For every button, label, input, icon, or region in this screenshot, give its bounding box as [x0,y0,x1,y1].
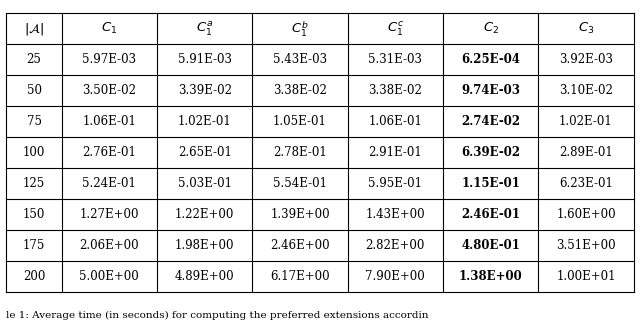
Text: 2.74E-02: 2.74E-02 [461,115,520,128]
Text: 2.46E+00: 2.46E+00 [270,239,330,252]
Text: le 1: Average time (in seconds) for computing the preferred extensions accordin: le 1: Average time (in seconds) for comp… [6,311,429,321]
Text: 3.10E-02: 3.10E-02 [559,84,613,97]
Text: 5.03E-01: 5.03E-01 [178,177,232,191]
Text: 1.02E-01: 1.02E-01 [559,115,613,128]
Text: 6.39E-02: 6.39E-02 [461,146,520,159]
Text: 5.43E-03: 5.43E-03 [273,53,327,67]
Text: $C_3$: $C_3$ [578,22,594,37]
Text: 1.39E+00: 1.39E+00 [270,208,330,221]
Text: 2.89E-01: 2.89E-01 [559,146,613,159]
Text: 2.82E+00: 2.82E+00 [365,239,425,252]
Text: 1.06E-01: 1.06E-01 [83,115,136,128]
Text: $C_1^c$: $C_1^c$ [387,20,404,38]
Text: 6.17E+00: 6.17E+00 [270,270,330,283]
Text: 2.06E+00: 2.06E+00 [79,239,139,252]
Text: 6.25E-04: 6.25E-04 [461,53,520,67]
Text: 5.91E-03: 5.91E-03 [178,53,232,67]
Text: 2.76E-01: 2.76E-01 [83,146,136,159]
Text: 75: 75 [26,115,42,128]
Text: 3.39E-02: 3.39E-02 [178,84,232,97]
Text: 50: 50 [26,84,42,97]
Text: 7.90E+00: 7.90E+00 [365,270,425,283]
Text: 1.00E+01: 1.00E+01 [556,270,616,283]
Text: 2.78E-01: 2.78E-01 [273,146,327,159]
Text: 1.05E-01: 1.05E-01 [273,115,327,128]
Text: 1.43E+00: 1.43E+00 [365,208,425,221]
Text: 5.24E-01: 5.24E-01 [83,177,136,191]
Text: 5.95E-01: 5.95E-01 [368,177,422,191]
Text: 3.92E-03: 3.92E-03 [559,53,613,67]
Text: 200: 200 [23,270,45,283]
Text: 2.65E-01: 2.65E-01 [178,146,232,159]
Text: 5.54E-01: 5.54E-01 [273,177,327,191]
Text: 5.97E-03: 5.97E-03 [83,53,136,67]
Text: 1.15E-01: 1.15E-01 [461,177,520,191]
Text: 25: 25 [27,53,42,67]
Text: 6.23E-01: 6.23E-01 [559,177,613,191]
Text: 1.60E+00: 1.60E+00 [556,208,616,221]
Text: $C_1$: $C_1$ [101,22,118,37]
Text: 3.50E-02: 3.50E-02 [83,84,136,97]
Text: 125: 125 [23,177,45,191]
Text: 175: 175 [23,239,45,252]
Text: $C_1^a$: $C_1^a$ [196,20,213,38]
Text: 5.31E-03: 5.31E-03 [368,53,422,67]
Text: 4.89E+00: 4.89E+00 [175,270,234,283]
Text: 5.00E+00: 5.00E+00 [79,270,139,283]
Text: 1.38E+00: 1.38E+00 [459,270,522,283]
Text: 1.06E-01: 1.06E-01 [369,115,422,128]
Text: 1.22E+00: 1.22E+00 [175,208,234,221]
Text: 3.38E-02: 3.38E-02 [273,84,327,97]
Text: 1.02E-01: 1.02E-01 [178,115,232,128]
Text: $C_1^b$: $C_1^b$ [291,19,308,39]
Text: 1.27E+00: 1.27E+00 [79,208,139,221]
Text: $C_2$: $C_2$ [483,22,499,37]
Text: 100: 100 [23,146,45,159]
Text: 1.98E+00: 1.98E+00 [175,239,234,252]
Text: 3.38E-02: 3.38E-02 [369,84,422,97]
Text: $|\mathcal{A}|$: $|\mathcal{A}|$ [24,21,44,37]
Text: 9.74E-03: 9.74E-03 [461,84,520,97]
Text: 4.80E-01: 4.80E-01 [461,239,520,252]
Text: 150: 150 [23,208,45,221]
Text: 2.91E-01: 2.91E-01 [369,146,422,159]
Text: 2.46E-01: 2.46E-01 [461,208,520,221]
Text: 3.51E+00: 3.51E+00 [556,239,616,252]
